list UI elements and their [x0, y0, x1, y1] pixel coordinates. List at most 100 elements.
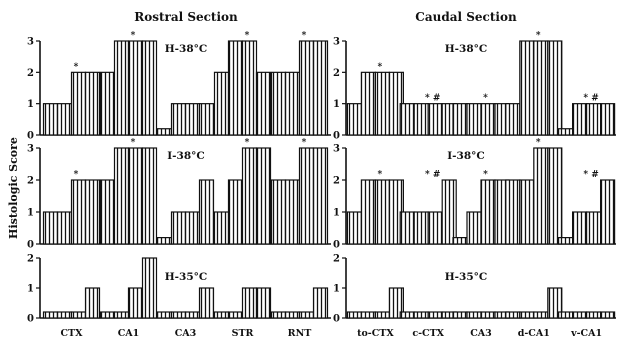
bar-rostral-1-1	[113, 147, 130, 245]
condition-label: H-38°C	[445, 43, 488, 55]
bar-rostral-2-2	[184, 211, 201, 245]
bar-rostral-1-1	[113, 311, 130, 319]
bar-rostral-1-0	[99, 71, 116, 136]
significance-mark: * #	[583, 94, 598, 104]
x-category-label: v-CA1	[570, 328, 602, 339]
bar-caudal-0-2	[374, 179, 390, 245]
bar-caudal-1-2	[427, 211, 443, 245]
bar-caudal-1-2	[427, 103, 443, 136]
y-tick-label: 3	[27, 144, 34, 155]
condition-label: I-38°C	[447, 150, 485, 162]
y-tick-label: 2	[333, 68, 340, 79]
bar-rostral-2-0	[156, 128, 173, 136]
bar-rostral-3-1	[227, 179, 244, 245]
bar-rostral-4-1	[284, 311, 301, 319]
bar-caudal-4-2	[585, 311, 602, 319]
bar-caudal-2-0	[452, 103, 468, 136]
bar-caudal-3-3	[547, 147, 563, 245]
y-tick-label: 2	[333, 254, 340, 265]
bar-caudal-1-2	[427, 311, 443, 319]
y-tick-label: 1	[27, 208, 34, 219]
y-tick-label: 1	[333, 284, 340, 295]
section-title-caudal: Caudal Section	[415, 10, 517, 24]
y-tick-label: 1	[333, 208, 340, 219]
significance-mark: *	[245, 138, 250, 148]
bar-rostral-1-2	[127, 40, 144, 136]
bar-caudal-2-1	[466, 311, 482, 319]
bar-rostral-4-2	[298, 40, 315, 136]
condition-label: I-38°C	[167, 150, 205, 162]
bar-caudal-3-3	[547, 40, 563, 136]
bar-rostral-3-1	[227, 40, 244, 136]
x-category-label: RNT	[288, 328, 312, 339]
condition-label: H-38°C	[165, 43, 208, 55]
bar-rostral-2-0	[156, 311, 173, 319]
bar-caudal-0-0	[346, 103, 362, 136]
significance-mark: * #	[583, 170, 598, 180]
bar-rostral-0-0	[42, 211, 59, 245]
bar-rostral-2-1	[170, 311, 187, 319]
bar-rostral-4-3	[312, 147, 329, 245]
bar-rostral-4-1	[284, 71, 301, 136]
bar-rostral-0-1	[56, 311, 73, 319]
bar-caudal-4-0	[557, 128, 574, 136]
bar-rostral-3-0	[213, 311, 230, 319]
bar-caudal-2-2	[480, 311, 496, 319]
bar-rostral-0-3	[84, 71, 101, 136]
bar-caudal-1-1	[413, 103, 429, 136]
bar-rostral-0-0	[42, 103, 59, 136]
bar-rostral-4-3	[312, 287, 329, 319]
bar-rostral-3-0	[213, 71, 230, 136]
bar-caudal-3-0	[505, 103, 521, 136]
significance-mark: *	[536, 31, 541, 41]
bar-rostral-4-2	[298, 311, 315, 319]
x-category-label: to-CTX	[357, 328, 394, 339]
y-tick-label: 0	[27, 131, 34, 142]
bar-rostral-0-0	[42, 311, 59, 319]
x-category-label: CA3	[175, 328, 197, 339]
bar-rostral-0-1	[56, 103, 73, 136]
bar-rostral-3-2	[241, 287, 258, 319]
plot-area: 0 1 2 3 * * * * H-38°C 0 1 2 3 * * # * * * # H-38°C 0 1 2 3 * * *…	[27, 31, 616, 339]
condition-label: H-35°C	[445, 271, 488, 283]
bar-rostral-0-1	[56, 211, 73, 245]
bar-caudal-0-3	[388, 287, 404, 319]
significance-mark: *	[74, 62, 79, 72]
bar-caudal-3-1	[519, 311, 535, 319]
x-category-label: d-CA1	[518, 328, 550, 339]
significance-mark: *	[483, 94, 488, 104]
bar-rostral-2-3	[198, 103, 215, 136]
bar-caudal-4-1	[571, 211, 588, 245]
y-tick-label: 3	[333, 37, 340, 48]
bar-caudal-4-2	[585, 103, 602, 136]
y-tick-label: 1	[27, 99, 34, 110]
bar-rostral-2-2	[184, 103, 201, 136]
bar-caudal-2-1	[466, 103, 482, 136]
significance-mark: * #	[425, 94, 440, 104]
bar-rostral-3-2	[241, 147, 258, 245]
bar-rostral-4-3	[312, 40, 329, 136]
bar-rostral-4-0	[270, 71, 287, 136]
bar-caudal-1-3	[441, 179, 457, 245]
significance-mark: *	[378, 170, 383, 180]
y-tick-label: 3	[27, 37, 34, 48]
bar-rostral-1-1	[113, 40, 130, 136]
y-tick-label: 0	[27, 240, 34, 251]
bar-caudal-4-3	[599, 103, 616, 136]
bar-rostral-1-3	[141, 40, 158, 136]
bar-rostral-4-0	[270, 179, 287, 245]
bar-caudal-1-0	[399, 103, 415, 136]
y-tick-label: 2	[27, 68, 34, 79]
bar-caudal-4-2	[585, 211, 602, 245]
bar-caudal-4-0	[557, 311, 574, 319]
significance-mark: *	[483, 170, 488, 180]
bar-caudal-3-3	[547, 287, 563, 319]
y-tick-label: 0	[333, 314, 340, 325]
bar-caudal-0-0	[346, 311, 362, 319]
x-category-label: c-CTX	[412, 328, 444, 339]
significance-mark: *	[131, 31, 136, 41]
significance-mark: *	[131, 138, 136, 148]
bar-caudal-0-1	[360, 179, 376, 245]
bar-rostral-2-2	[184, 311, 201, 319]
